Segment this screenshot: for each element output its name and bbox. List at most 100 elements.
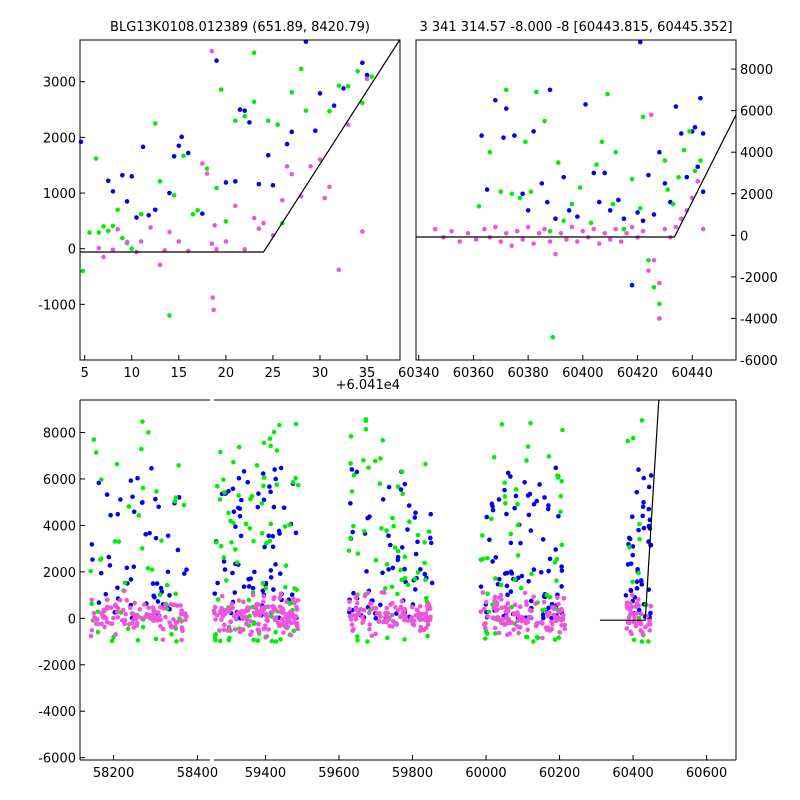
data-point <box>211 307 216 313</box>
data-point <box>115 226 120 232</box>
data-point <box>130 620 135 626</box>
data-point <box>348 535 353 541</box>
data-point <box>294 587 299 593</box>
data-point <box>290 479 296 485</box>
data-point <box>413 510 418 516</box>
data-point <box>223 607 228 613</box>
data-point <box>275 122 280 127</box>
data-point <box>150 605 156 610</box>
data-point <box>256 226 262 231</box>
data-point <box>528 189 534 194</box>
data-point <box>130 494 135 500</box>
data-point <box>272 595 277 600</box>
data-point <box>641 475 647 481</box>
data-point <box>114 609 120 615</box>
data-point <box>88 633 94 639</box>
data-point <box>384 562 390 567</box>
x-tick-label: 5 <box>81 366 89 381</box>
data-point <box>640 114 646 120</box>
data-point <box>239 627 244 632</box>
data-point <box>449 228 454 234</box>
data-point <box>628 629 633 635</box>
data-point <box>283 584 288 590</box>
data-point <box>621 216 627 222</box>
data-point <box>347 599 352 605</box>
data-point <box>648 473 654 478</box>
data-point <box>269 638 275 644</box>
data-point <box>291 628 297 634</box>
data-point <box>158 585 164 591</box>
data-point <box>541 599 547 605</box>
data-point <box>422 560 427 566</box>
y-tick-label: 2000 <box>740 188 773 203</box>
y-tick-label: -4000 <box>38 705 76 720</box>
data-point <box>350 628 355 634</box>
data-point <box>636 467 641 472</box>
data-point <box>491 605 497 611</box>
y-tick-label: -4000 <box>740 312 778 327</box>
data-point <box>422 571 428 577</box>
data-point <box>485 614 490 619</box>
data-point <box>399 545 405 550</box>
data-point <box>98 557 103 562</box>
y-tick-label: 2000 <box>43 131 76 146</box>
data-point <box>102 624 107 630</box>
data-point <box>522 479 527 485</box>
data-point <box>423 461 428 467</box>
data-point <box>223 219 229 224</box>
data-point <box>157 613 162 618</box>
data-point <box>366 610 372 616</box>
data-point <box>392 545 398 550</box>
data-point <box>483 621 488 626</box>
data-point <box>651 284 657 290</box>
data-point <box>630 552 636 558</box>
data-point <box>638 611 644 617</box>
data-point <box>402 566 407 572</box>
data-point <box>681 147 687 153</box>
data-point <box>646 506 652 512</box>
data-point <box>268 575 274 580</box>
data-point <box>308 164 313 169</box>
y-tick-label: -2000 <box>740 271 778 286</box>
data-point <box>610 201 616 207</box>
data-point <box>395 554 401 560</box>
data-point <box>239 612 244 618</box>
data-point <box>648 112 654 118</box>
data-point <box>190 211 196 217</box>
data-point <box>555 595 560 601</box>
data-point <box>508 474 513 479</box>
data-point <box>236 505 241 511</box>
data-point <box>336 267 342 273</box>
data-point <box>267 538 273 544</box>
data-point <box>542 226 547 232</box>
data-point <box>273 476 278 482</box>
data-point <box>616 197 621 203</box>
data-point <box>147 616 153 621</box>
data-point <box>360 229 365 234</box>
data-point <box>529 571 534 577</box>
data-point <box>498 597 504 602</box>
data-point <box>219 593 225 599</box>
data-point <box>264 633 270 639</box>
data-point <box>662 158 668 163</box>
data-point <box>171 617 176 622</box>
data-point <box>535 635 541 641</box>
data-point <box>370 606 376 611</box>
data-point <box>167 620 172 625</box>
data-point <box>293 530 299 536</box>
data-point <box>288 632 294 638</box>
data-point <box>561 218 566 224</box>
data-point <box>195 207 200 213</box>
data-point <box>580 228 586 234</box>
data-point <box>553 251 558 257</box>
data-point <box>292 600 297 606</box>
data-point <box>256 491 261 496</box>
top-left-plot: 5 10 15 20 25 30 35 -1000 0 1000 2000 3000 <box>38 39 401 381</box>
data-point <box>380 438 386 443</box>
data-point <box>158 604 163 610</box>
data-point <box>317 91 323 96</box>
data-point <box>657 301 662 307</box>
data-point <box>247 120 252 125</box>
data-point <box>386 567 391 572</box>
data-point <box>457 239 463 244</box>
